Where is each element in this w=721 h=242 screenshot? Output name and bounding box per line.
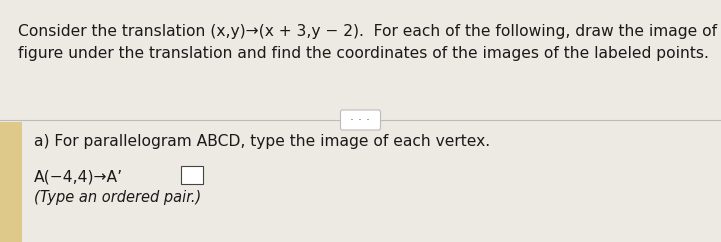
Bar (181, 166, 203, 184)
Text: A(−4,4)→A’: A(−4,4)→A’ (34, 170, 123, 185)
Bar (0, 122, 22, 242)
Text: figure under the translation and find the coordinates of the images of the label: figure under the translation and find th… (18, 46, 709, 61)
Text: Consider the translation (x,y)→(x + 3,y − 2).  For each of the following, draw t: Consider the translation (x,y)→(x + 3,y … (18, 24, 721, 39)
FancyBboxPatch shape (340, 110, 381, 130)
Text: · · ·: · · · (350, 113, 371, 127)
Text: a) For parallelogram ABCD, type the image of each vertex.: a) For parallelogram ABCD, type the imag… (34, 134, 490, 149)
Text: (Type an ordered pair.): (Type an ordered pair.) (34, 190, 201, 205)
